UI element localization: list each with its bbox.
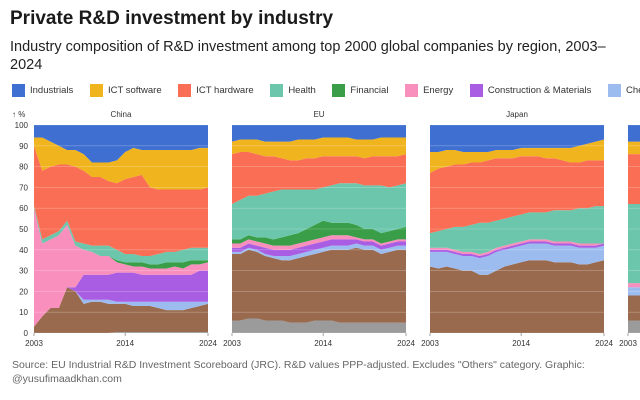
area-energy xyxy=(628,283,640,288)
x-tick-label: 2024 xyxy=(199,339,217,348)
y-tick-label: 10 xyxy=(19,308,28,317)
y-axis-unit-label: ↑ % xyxy=(12,110,25,119)
y-tick-label: 30 xyxy=(19,267,28,276)
legend-item-health: Health xyxy=(270,82,316,98)
legend-label-industrials: Industrials xyxy=(30,84,74,96)
legend-item-ict-software: ICT software xyxy=(89,82,162,98)
chart-subtitle: Industry composition of R&D investment a… xyxy=(10,39,606,73)
legend-swatch-health xyxy=(270,83,284,97)
area-ict-software xyxy=(232,137,406,161)
area-others-grey xyxy=(628,320,640,333)
legend-label-chemicals: Chemicals xyxy=(625,84,640,96)
area-chemicals xyxy=(232,243,406,261)
area-health xyxy=(430,206,604,254)
panel-eu: EU 2003 2014 2024 xyxy=(223,110,415,348)
panel-title: China xyxy=(111,110,132,119)
legend-item-construction: Construction & Materials xyxy=(469,82,592,98)
x-tick-label: 2014 xyxy=(512,339,530,348)
area-industrials xyxy=(430,125,604,153)
area-consumer-brown xyxy=(430,260,604,333)
y-tick-label: 80 xyxy=(19,163,28,172)
legend-label-financial: Financial xyxy=(350,84,389,96)
x-tick-label: 2014 xyxy=(116,339,134,348)
area-ict-hardware xyxy=(430,156,604,234)
area-others-grey xyxy=(34,331,208,333)
source-footnote: Source: EU Industrial R&D Investment Sco… xyxy=(12,359,585,385)
area-ict-hardware xyxy=(232,152,406,205)
x-tick-label: 2024 xyxy=(397,339,415,348)
panel-china: China 2003 2014 2024 xyxy=(25,110,217,348)
legend-item-energy: Energy xyxy=(405,82,453,98)
area-consumer-brown xyxy=(232,247,406,323)
area-consumer-brown xyxy=(628,295,640,321)
y-tick-label: 60 xyxy=(19,204,28,213)
chart-title: Private R&D investment by industry xyxy=(10,8,334,29)
area-ict-software xyxy=(628,141,640,155)
y-tick-label: 100 xyxy=(15,121,29,130)
area-industrials xyxy=(34,125,208,163)
x-tick-label: 2024 xyxy=(595,339,613,348)
y-tick-label: 50 xyxy=(19,225,28,234)
y-tick-label: 0 xyxy=(24,329,29,338)
legend-label-health: Health xyxy=(288,84,316,96)
area-ict-software xyxy=(34,137,208,190)
legend-item-financial: Financial xyxy=(332,82,388,98)
area-consumer-brown xyxy=(34,287,208,333)
area-industrials xyxy=(628,125,640,142)
legend-swatch-energy xyxy=(405,83,419,97)
area-energy xyxy=(232,235,406,250)
area-chemicals xyxy=(628,287,640,296)
area-financial xyxy=(34,208,208,269)
legend-label-energy: Energy xyxy=(423,84,454,96)
area-ict-software xyxy=(430,139,604,173)
panel-title: Japan xyxy=(506,110,528,119)
area-construction-materials xyxy=(430,241,604,259)
panel-title: EU xyxy=(313,110,324,119)
area-construction-materials xyxy=(232,239,406,257)
area-health xyxy=(628,204,640,284)
x-tick-label: 2014 xyxy=(314,339,332,348)
legend-item-industrials: Industrials xyxy=(12,82,73,98)
legend-swatch-ict-hardware xyxy=(178,83,192,97)
chart-legend: Industrials ICT software ICT hardware He… xyxy=(12,82,640,98)
legend-swatch-construction xyxy=(469,83,483,97)
y-tick-label: 40 xyxy=(19,246,28,255)
legend-item-ict-hardware: ICT hardware xyxy=(178,82,254,98)
area-construction-materials xyxy=(34,270,208,327)
legend-label-ict-software: ICT software xyxy=(107,84,162,96)
area-chemicals xyxy=(430,243,604,275)
legend-label-ict-hardware: ICT hardware xyxy=(196,84,254,96)
x-tick-label: 2003 xyxy=(421,339,439,348)
area-chemicals xyxy=(34,287,208,327)
area-industrials xyxy=(232,125,406,142)
legend-item-chemicals: Chemicals xyxy=(607,82,640,98)
legend-swatch-industrials xyxy=(12,83,25,97)
area-health xyxy=(34,206,208,265)
y-tick-label: 90 xyxy=(19,142,28,151)
panel-japan: Japan 2003 2014 2024 xyxy=(421,110,613,348)
y-tick-label: 20 xyxy=(19,287,28,296)
legend-swatch-ict-software xyxy=(89,83,103,97)
legend-swatch-chemicals xyxy=(607,83,621,97)
x-tick-label: 2003 xyxy=(223,339,241,348)
legend-label-construction: Construction & Materials xyxy=(487,84,592,96)
area-ict-hardware xyxy=(628,154,640,205)
area-energy xyxy=(34,208,208,327)
area-energy xyxy=(430,239,604,257)
legend-swatch-financial xyxy=(332,83,346,97)
x-tick-label: 2003 xyxy=(25,339,43,348)
x-tick-label: 2003 xyxy=(619,339,637,348)
area-others-grey xyxy=(232,318,406,333)
area-ict-hardware xyxy=(34,145,208,257)
area-financial xyxy=(232,220,406,246)
area-health xyxy=(232,183,406,240)
y-tick-label: 70 xyxy=(19,183,28,192)
